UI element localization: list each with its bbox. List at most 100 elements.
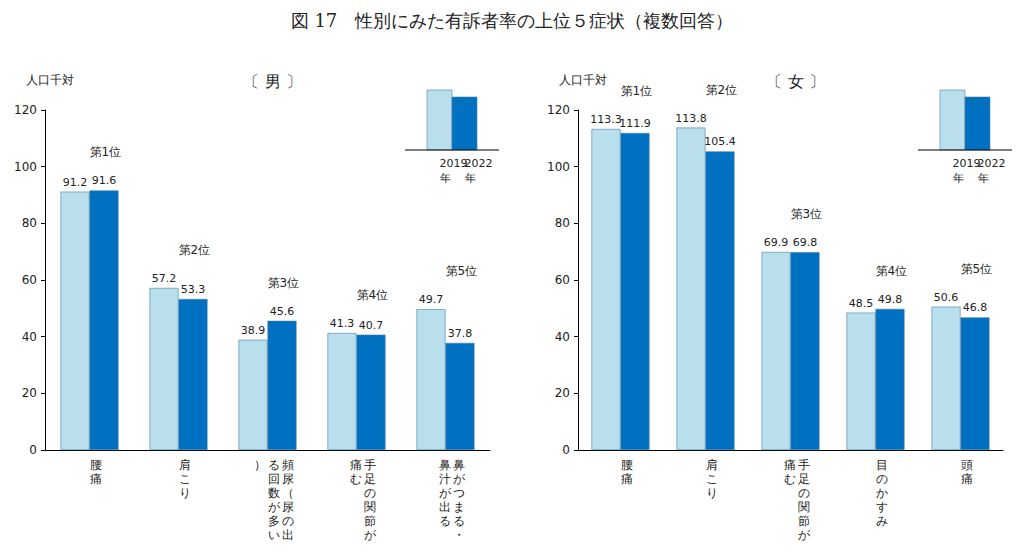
svg-text:み: み: [876, 514, 888, 528]
svg-text:出: 出: [282, 528, 294, 542]
svg-text:こ: こ: [179, 472, 191, 486]
svg-text:尿: 尿: [282, 472, 294, 486]
svg-text:が: が: [268, 500, 281, 514]
svg-text:年: 年: [953, 172, 964, 185]
svg-text:41.3: 41.3: [330, 317, 355, 330]
svg-text:第4位: 第4位: [876, 264, 908, 278]
svg-text:120: 120: [14, 103, 37, 117]
svg-text:手: 手: [798, 458, 810, 472]
svg-text:図 17 性別にみた有訴者率の上位５症状（複数回答）: 図 17 性別にみた有訴者率の上位５症状（複数回答）: [291, 10, 734, 31]
svg-text:節: 節: [364, 514, 376, 528]
svg-text:肩: 肩: [179, 458, 191, 472]
svg-text:関: 関: [798, 500, 810, 514]
svg-text:年: 年: [978, 172, 989, 185]
svg-text:第1位: 第1位: [621, 84, 653, 98]
svg-text:2022: 2022: [978, 157, 1006, 170]
svg-text:60: 60: [555, 273, 570, 287]
svg-text:痛: 痛: [350, 458, 362, 472]
svg-text:2019: 2019: [953, 157, 981, 170]
svg-text:0: 0: [562, 443, 570, 457]
svg-text:20: 20: [555, 386, 570, 400]
svg-text:節: 節: [798, 514, 810, 528]
svg-text:第3位: 第3位: [791, 207, 823, 221]
svg-text:多: 多: [268, 514, 280, 528]
svg-text:第3位: 第3位: [268, 276, 300, 290]
svg-text:足: 足: [364, 472, 376, 486]
svg-text:ま: ま: [453, 500, 465, 514]
svg-text:尿: 尿: [282, 500, 294, 514]
svg-text:第2位: 第2位: [706, 83, 738, 97]
svg-text:100: 100: [14, 160, 37, 174]
svg-text:105.4: 105.4: [704, 135, 736, 148]
svg-text:鼻: 鼻: [453, 458, 465, 472]
svg-text:〔 女 〕: 〔 女 〕: [766, 72, 824, 91]
svg-text:・: ・: [453, 528, 465, 542]
svg-text:こ: こ: [706, 472, 718, 486]
svg-text:肩: 肩: [706, 458, 718, 472]
svg-text:100: 100: [547, 160, 570, 174]
svg-text:す: す: [876, 500, 888, 514]
svg-text:49.7: 49.7: [419, 293, 444, 306]
svg-text:か: か: [876, 486, 888, 500]
svg-text:69.9: 69.9: [764, 236, 789, 249]
svg-text:20: 20: [22, 386, 37, 400]
svg-text:0: 0: [29, 443, 37, 457]
svg-text:46.8: 46.8: [963, 301, 988, 314]
svg-text:48.5: 48.5: [849, 297, 874, 310]
svg-text:49.8: 49.8: [878, 293, 903, 306]
svg-text:45.6: 45.6: [270, 305, 295, 318]
svg-text:回: 回: [268, 472, 280, 486]
svg-text:人口千対: 人口千対: [26, 73, 74, 87]
svg-text:年: 年: [440, 172, 451, 185]
svg-text:）: ）: [254, 458, 266, 472]
svg-text:腰: 腰: [621, 458, 633, 472]
svg-text:汁: 汁: [439, 472, 451, 486]
svg-text:つ: つ: [453, 486, 465, 500]
svg-text:腰: 腰: [90, 458, 102, 472]
svg-text:〔 男 〕: 〔 男 〕: [243, 72, 301, 91]
svg-text:38.9: 38.9: [241, 324, 266, 337]
svg-text:出: 出: [439, 500, 451, 514]
svg-text:る: る: [439, 514, 451, 528]
svg-text:第2位: 第2位: [179, 243, 211, 257]
svg-text:む: む: [784, 472, 796, 486]
svg-text:91.2: 91.2: [63, 176, 88, 189]
svg-text:痛: 痛: [784, 458, 796, 472]
svg-text:113.8: 113.8: [675, 112, 707, 125]
svg-text:第1位: 第1位: [90, 145, 122, 159]
svg-text:頭: 頭: [961, 458, 973, 472]
svg-text:痛: 痛: [961, 472, 973, 486]
svg-text:80: 80: [22, 216, 37, 230]
svg-text:の: の: [876, 472, 888, 486]
svg-text:第5位: 第5位: [446, 264, 478, 278]
svg-text:り: り: [706, 486, 718, 500]
svg-text:111.9: 111.9: [619, 117, 651, 130]
svg-text:痛: 痛: [621, 472, 633, 486]
svg-text:年: 年: [465, 172, 476, 185]
svg-text:が: が: [364, 528, 377, 542]
svg-text:40.7: 40.7: [359, 319, 384, 332]
svg-text:頻: 頻: [282, 458, 294, 472]
svg-text:る: る: [268, 458, 280, 472]
svg-text:数: 数: [268, 486, 280, 500]
svg-text:40: 40: [22, 330, 37, 344]
svg-text:120: 120: [547, 103, 570, 117]
svg-text:が: が: [798, 528, 811, 542]
svg-text:80: 80: [555, 216, 570, 230]
svg-text:手: 手: [364, 458, 376, 472]
svg-text:い: い: [268, 528, 280, 542]
svg-text:る: る: [453, 514, 465, 528]
svg-text:113.3: 113.3: [590, 113, 622, 126]
svg-text:の: の: [364, 486, 376, 500]
svg-text:2022: 2022: [465, 157, 493, 170]
svg-text:91.6: 91.6: [92, 174, 117, 187]
svg-text:が: が: [453, 472, 466, 486]
svg-text:が: が: [439, 486, 452, 500]
svg-text:57.2: 57.2: [152, 272, 177, 285]
svg-text:（: （: [282, 486, 294, 500]
svg-text:目: 目: [876, 458, 888, 472]
svg-text:む: む: [350, 472, 362, 486]
svg-text:40: 40: [555, 330, 570, 344]
svg-text:の: の: [282, 514, 294, 528]
svg-text:2019: 2019: [440, 157, 468, 170]
